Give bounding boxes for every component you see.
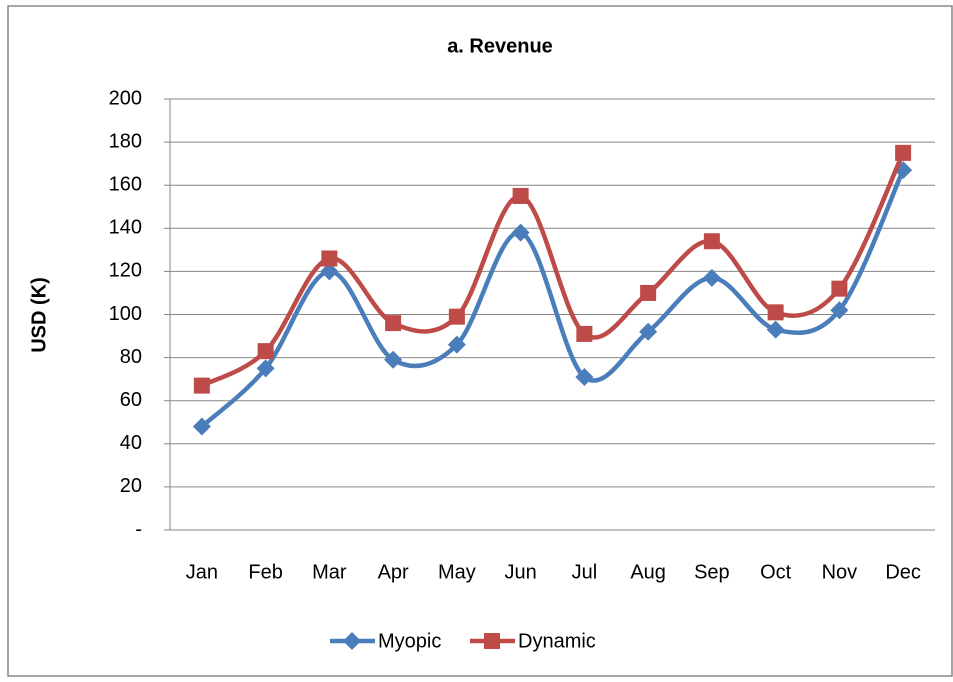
data-point [703, 233, 720, 250]
data-point [256, 359, 275, 378]
data-point [576, 325, 593, 342]
data-point [384, 350, 403, 369]
legend-marker [484, 633, 500, 649]
y-tick-label: 80 [120, 346, 142, 368]
data-point [640, 284, 657, 301]
data-point [257, 343, 274, 360]
data-point [321, 250, 338, 267]
y-tick-label: 100 [109, 303, 142, 325]
data-point [830, 301, 849, 320]
y-tick-label: 60 [120, 389, 142, 411]
data-point [702, 268, 721, 287]
x-tick-label: Feb [248, 561, 282, 583]
data-point [511, 223, 530, 242]
data-point [385, 315, 402, 332]
data-point [512, 187, 529, 204]
data-point [447, 335, 466, 354]
data-point [766, 320, 785, 339]
x-tick-label: Oct [760, 561, 792, 583]
x-tick-label: Dec [885, 561, 921, 583]
data-point [767, 304, 784, 321]
x-tick-label: May [438, 561, 476, 583]
x-tick-label: Jun [505, 561, 537, 583]
y-axis-label: USD (K) [28, 277, 50, 353]
x-tick-label: Jul [572, 561, 598, 583]
x-tick-label: Sep [694, 561, 730, 583]
x-tick-label: Apr [378, 561, 409, 583]
y-tick-label: 180 [109, 130, 142, 152]
data-point [895, 144, 912, 161]
y-tick-label: 120 [109, 260, 142, 282]
chart-border [7, 5, 953, 677]
y-tick-label: 20 [120, 475, 142, 497]
y-tick-label: 40 [120, 432, 142, 454]
data-point [193, 377, 210, 394]
data-point [639, 322, 658, 341]
x-tick-label: Aug [630, 561, 666, 583]
y-tick-label: 160 [109, 173, 142, 195]
data-point [575, 367, 594, 386]
data-point [448, 308, 465, 325]
x-tick-label: Nov [822, 561, 858, 583]
y-tick-label: - [135, 518, 142, 540]
data-point [320, 262, 339, 281]
y-tick-label: 140 [109, 217, 142, 239]
data-point [192, 417, 211, 436]
legend-label: Dynamic [518, 630, 596, 652]
legend-label: Myopic [378, 630, 441, 652]
data-point [831, 280, 848, 297]
y-tick-label: 200 [109, 87, 142, 109]
x-tick-label: Jan [186, 561, 218, 583]
x-tick-label: Mar [312, 561, 347, 583]
legend-marker [343, 632, 361, 650]
chart-title: a. Revenue [447, 35, 553, 57]
